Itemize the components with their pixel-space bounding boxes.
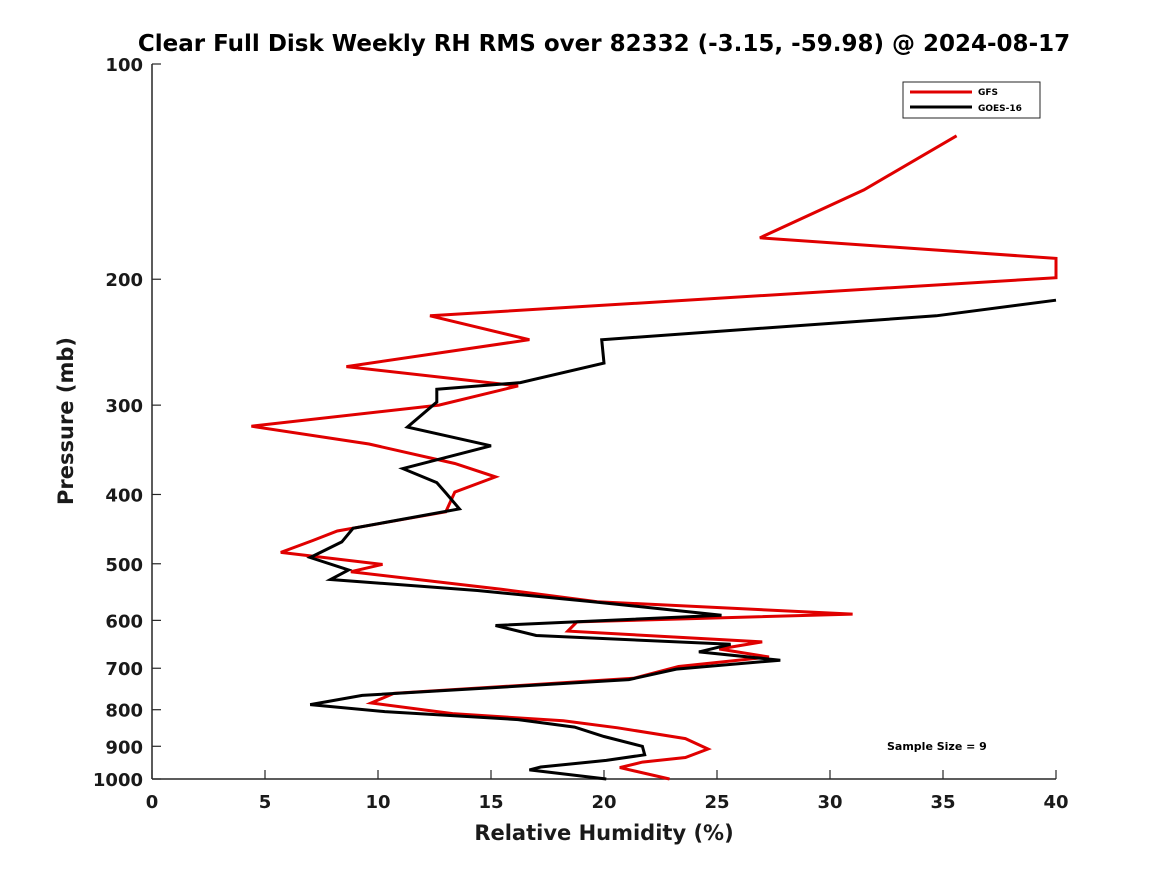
y-tick-label-100: 100	[105, 55, 143, 76]
y-tick-label-200: 200	[105, 270, 143, 291]
x-tick-label-35: 35	[930, 792, 955, 813]
x-tick-label-15: 15	[478, 792, 503, 813]
y-tick-label-500: 500	[105, 555, 143, 576]
y-tick-label-700: 700	[105, 659, 143, 680]
legend-label-gfs: GFS	[978, 88, 998, 98]
y-tick-label-900: 900	[105, 737, 143, 758]
chart-title: Clear Full Disk Weekly RH RMS over 82332…	[138, 31, 1070, 57]
legend-label-goes16: GOES-16	[978, 104, 1022, 114]
y-axis-label: Pressure (mb)	[54, 337, 78, 505]
sample-size-annotation: Sample Size = 9	[887, 740, 987, 753]
legend: GFS GOES-16	[902, 81, 1041, 119]
legend-box	[902, 81, 1041, 119]
x-tick-label-30: 30	[817, 792, 842, 813]
y-tick-label-800: 800	[105, 701, 143, 722]
x-tick-label-0: 0	[146, 792, 159, 813]
y-tick-label-1000: 1000	[93, 770, 143, 791]
x-axis-label: Relative Humidity (%)	[474, 821, 733, 845]
series-line-goes16	[306, 298, 1057, 781]
x-axis-ticks: 0 5 10 15 20 25 30 35 40	[146, 770, 1069, 813]
x-tick-label-20: 20	[591, 792, 616, 813]
y-axis-ticks: 100 200 300 400 500 600 700 800 900 1000	[93, 55, 161, 791]
x-tick-label-5: 5	[259, 792, 272, 813]
series-line-gfs	[251, 134, 1058, 781]
y-tick-label-300: 300	[105, 396, 143, 417]
x-tick-label-10: 10	[365, 792, 390, 813]
x-tick-label-40: 40	[1043, 792, 1068, 813]
y-tick-label-600: 600	[105, 611, 143, 632]
y-tick-label-400: 400	[105, 485, 143, 506]
x-tick-label-25: 25	[704, 792, 729, 813]
series-layer	[251, 134, 1058, 781]
